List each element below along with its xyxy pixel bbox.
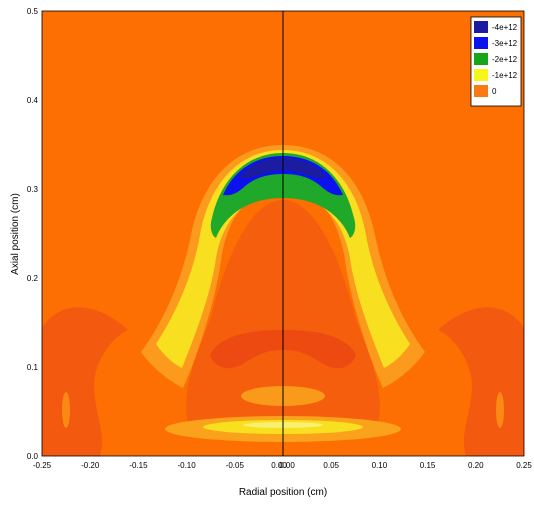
legend-swatch — [474, 21, 488, 33]
legend-swatch — [474, 85, 488, 97]
y-axis: 0.0 0.1 0.2 0.3 0.4 0.5 — [27, 7, 39, 461]
y-tick-label: 0.2 — [27, 274, 39, 283]
x-axis-title: Radial position (cm) — [239, 487, 327, 498]
legend-label: -3e+12 — [492, 39, 518, 48]
legend: -4e+12 -3e+12 -2e+12 -1e+12 0 — [470, 16, 522, 107]
x-tick-label: -0.25 — [33, 461, 52, 470]
plot-area — [42, 11, 524, 456]
contour-side-blob-left — [62, 392, 70, 428]
legend-label: -1e+12 — [492, 71, 518, 80]
legend-swatch — [474, 69, 488, 81]
y-tick-label: 0.4 — [27, 96, 39, 105]
legend-label: -4e+12 — [492, 23, 518, 32]
x-tick-label: -0.15 — [129, 461, 148, 470]
x-tick-label: -0.10 — [177, 461, 196, 470]
plot-frame — [41, 10, 525, 457]
x-tick-label: 0.10 — [372, 461, 388, 470]
x-tick-label: 0.00 — [271, 461, 287, 470]
x-tick-label: 0.00 — [279, 461, 295, 470]
legend-swatch — [474, 37, 488, 49]
y-tick-label: 0.1 — [27, 363, 39, 372]
y-axis-title: Axial position (cm) — [10, 193, 21, 275]
y-tick-label: 0.5 — [27, 7, 39, 16]
legend-label: -2e+12 — [492, 55, 518, 64]
x-tick-label: 0.05 — [323, 461, 339, 470]
x-tick-label: -0.05 — [226, 461, 245, 470]
x-tick-label: -0.20 — [81, 461, 100, 470]
legend-label: 0 — [492, 87, 497, 96]
y-tick-label: 0.3 — [27, 185, 39, 194]
x-tick-label: 0.20 — [468, 461, 484, 470]
x-tick-label: 0.15 — [420, 461, 436, 470]
x-tick-label: 0.25 — [516, 461, 532, 470]
x-axis: -0.25 -0.20 -0.15 -0.10 -0.05 0.000.00 0.05 0.1… — [33, 461, 532, 470]
contour-side-blob-right — [496, 392, 504, 428]
legend-swatch — [474, 53, 488, 65]
y-tick-label: 0.0 — [27, 452, 39, 461]
